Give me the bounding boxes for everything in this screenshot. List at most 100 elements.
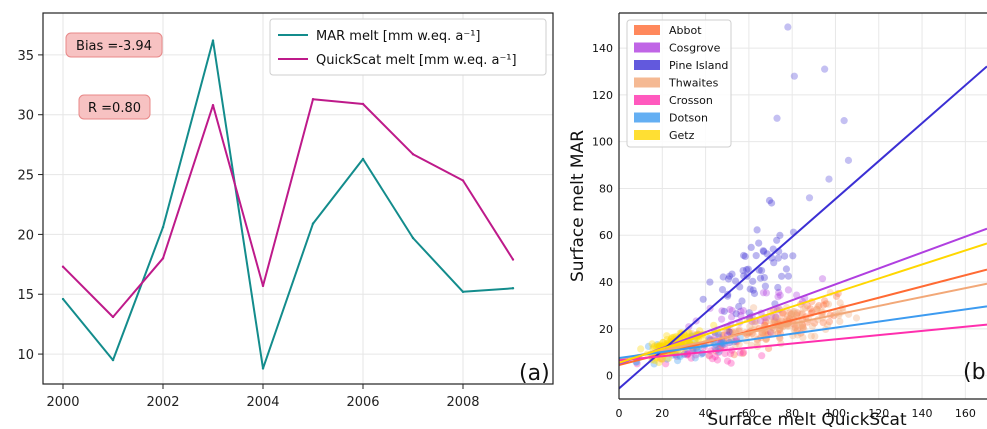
panel-b-ticks: 0 20 40 60 80 100 120 140 160 0 20 40 60 80 100 120 140 — [592, 42, 976, 420]
scatter-point-abbot — [806, 305, 814, 313]
series-point-quickscat — [511, 258, 515, 261]
scatter-point-abbot — [798, 310, 806, 318]
scatter-point-abbot — [787, 310, 796, 318]
scatter-point-thwaites — [824, 321, 832, 329]
scatter-point-cosgrove — [718, 307, 726, 315]
scatter-point-pine-island — [738, 297, 746, 305]
scatter-point-thwaites — [751, 320, 759, 329]
series-point-quickscat — [361, 102, 365, 106]
series-point-mar — [111, 358, 115, 362]
scatter-point-cosgrove — [776, 291, 784, 299]
legend-label-getz: Getz — [669, 129, 695, 142]
scatter-point-abbot — [786, 309, 794, 317]
series-point-mar — [211, 39, 215, 42]
scatter-point-pine-island — [789, 252, 797, 260]
scatter-point-pine-island — [719, 273, 727, 281]
scatter-point-getz — [650, 343, 658, 351]
legend-swatch-crosson — [634, 95, 660, 105]
scatter-point-pine-island — [743, 266, 751, 274]
panel-b-legend: Abbot Cosgrove Pine Island Thwaites Crosson D… — [626, 19, 732, 148]
panel-a-x-tick-label: 2008 — [446, 395, 479, 410]
series-point-quickscat — [411, 153, 415, 156]
series-point-mar — [161, 226, 165, 229]
fit-line-dotson — [619, 305, 987, 360]
fit-line-thwaites — [619, 282, 987, 361]
scatter-point-dotson — [736, 334, 744, 342]
scatter-point-cosgrove — [757, 317, 765, 325]
legend-swatch-getz — [634, 130, 660, 140]
panel-b-x-tick-label: 60 — [742, 407, 756, 420]
series-line-quickscat — [62, 98, 514, 318]
panel-a-frame — [42, 12, 554, 385]
scatter-point-getz — [710, 321, 718, 329]
scatter-point-cosgrove — [772, 313, 780, 321]
scatter-point-pine-island — [749, 277, 757, 285]
scatter-point-pine-island — [746, 285, 754, 293]
scatter-point-cosgrove — [767, 329, 775, 337]
panel-a-y-tick-label: 25 — [17, 169, 34, 184]
panel-b-y-tick-label: 60 — [599, 229, 613, 242]
scatter-point-pine-island — [699, 295, 707, 303]
scatter-point-thwaites — [768, 329, 777, 337]
scatter-point-cosgrove — [728, 307, 736, 315]
scatter-point-pine-island — [784, 272, 793, 280]
series-point-quickscat — [311, 97, 315, 101]
panel-b-x-axis-label: Surface melt QuickScat — [707, 410, 907, 429]
scatter-point-abbot — [730, 351, 738, 359]
scatter-point-crosson — [633, 360, 641, 368]
panel-a-legend: MAR melt [mm w.eq. a⁻¹] QuickScat melt [… — [269, 18, 547, 76]
scatter-point-pine-island — [773, 114, 781, 122]
scatter-point-abbot — [815, 302, 823, 310]
scatter-point-abbot — [821, 297, 829, 305]
scatter-point-abbot — [819, 319, 827, 327]
scatter-point-thwaites — [784, 312, 792, 320]
scatter-point-cosgrove — [739, 307, 748, 315]
series-point-quickscat — [261, 284, 265, 288]
scatter-point-pine-island — [759, 247, 767, 255]
scatter-point-cosgrove — [726, 305, 734, 314]
scatter-point-abbot — [810, 319, 819, 327]
scatter-point-thwaites — [808, 322, 817, 330]
scatter-point-pine-island — [760, 274, 769, 282]
scatter-point-abbot — [793, 309, 802, 317]
scatter-point-pine-island — [755, 239, 763, 247]
series-point-quickscat — [61, 265, 65, 268]
scatter-point-cosgrove — [737, 307, 745, 315]
scatter-point-dotson — [653, 341, 662, 349]
scatter-point-thwaites — [790, 325, 798, 334]
scatter-point-thwaites — [787, 310, 796, 318]
scatter-point-thwaites — [799, 323, 807, 331]
scatter-point-getz — [659, 338, 667, 346]
series-point-mar — [461, 290, 465, 294]
scatter-point-abbot — [813, 305, 821, 313]
scatter-point-getz — [672, 332, 681, 340]
panel-b-x-tick-label: 0 — [616, 407, 623, 420]
series-point-quickscat — [461, 179, 465, 182]
scatter-point-thwaites — [705, 352, 713, 360]
scatter-point-pine-island — [825, 175, 833, 183]
legend-label-mar: MAR melt [mm w.eq. a⁻¹] — [316, 29, 481, 44]
scatter-point-getz — [659, 338, 667, 347]
scatter-point-pine-island — [778, 272, 786, 280]
scatter-point-thwaites — [799, 305, 808, 313]
legend-label-cosgrove: Cosgrove — [669, 42, 721, 55]
scatter-point-pine-island — [718, 286, 727, 294]
scatter-point-getz — [651, 342, 659, 350]
scatter-point-pine-island — [760, 248, 768, 256]
scatter-point-dotson — [691, 354, 699, 362]
scatter-point-pine-island — [774, 254, 782, 262]
scatter-point-pine-island — [725, 328, 733, 336]
panel-a-y-tick-label: 35 — [17, 49, 34, 64]
scatter-point-thwaites — [811, 332, 819, 340]
scatter-point-getz — [684, 329, 693, 337]
panel-b-x-tick-label: 20 — [655, 407, 669, 420]
scatter-point-thwaites — [750, 304, 758, 312]
scatter-point-cosgrove — [793, 291, 801, 299]
scatter-point-cosgrove — [774, 293, 782, 301]
scatter-point-thwaites — [753, 339, 761, 347]
scatter-point-abbot — [791, 324, 799, 332]
scatter-point-abbot — [762, 330, 770, 338]
panel-a-label: (a) — [519, 361, 550, 386]
bias-annotation: Bias =-3.94 — [65, 32, 163, 58]
